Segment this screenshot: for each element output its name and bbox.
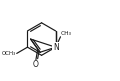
- Text: N: N: [53, 43, 59, 52]
- Text: CH₃: CH₃: [61, 31, 72, 36]
- Text: O: O: [33, 60, 39, 69]
- Text: OCH₃: OCH₃: [2, 51, 16, 56]
